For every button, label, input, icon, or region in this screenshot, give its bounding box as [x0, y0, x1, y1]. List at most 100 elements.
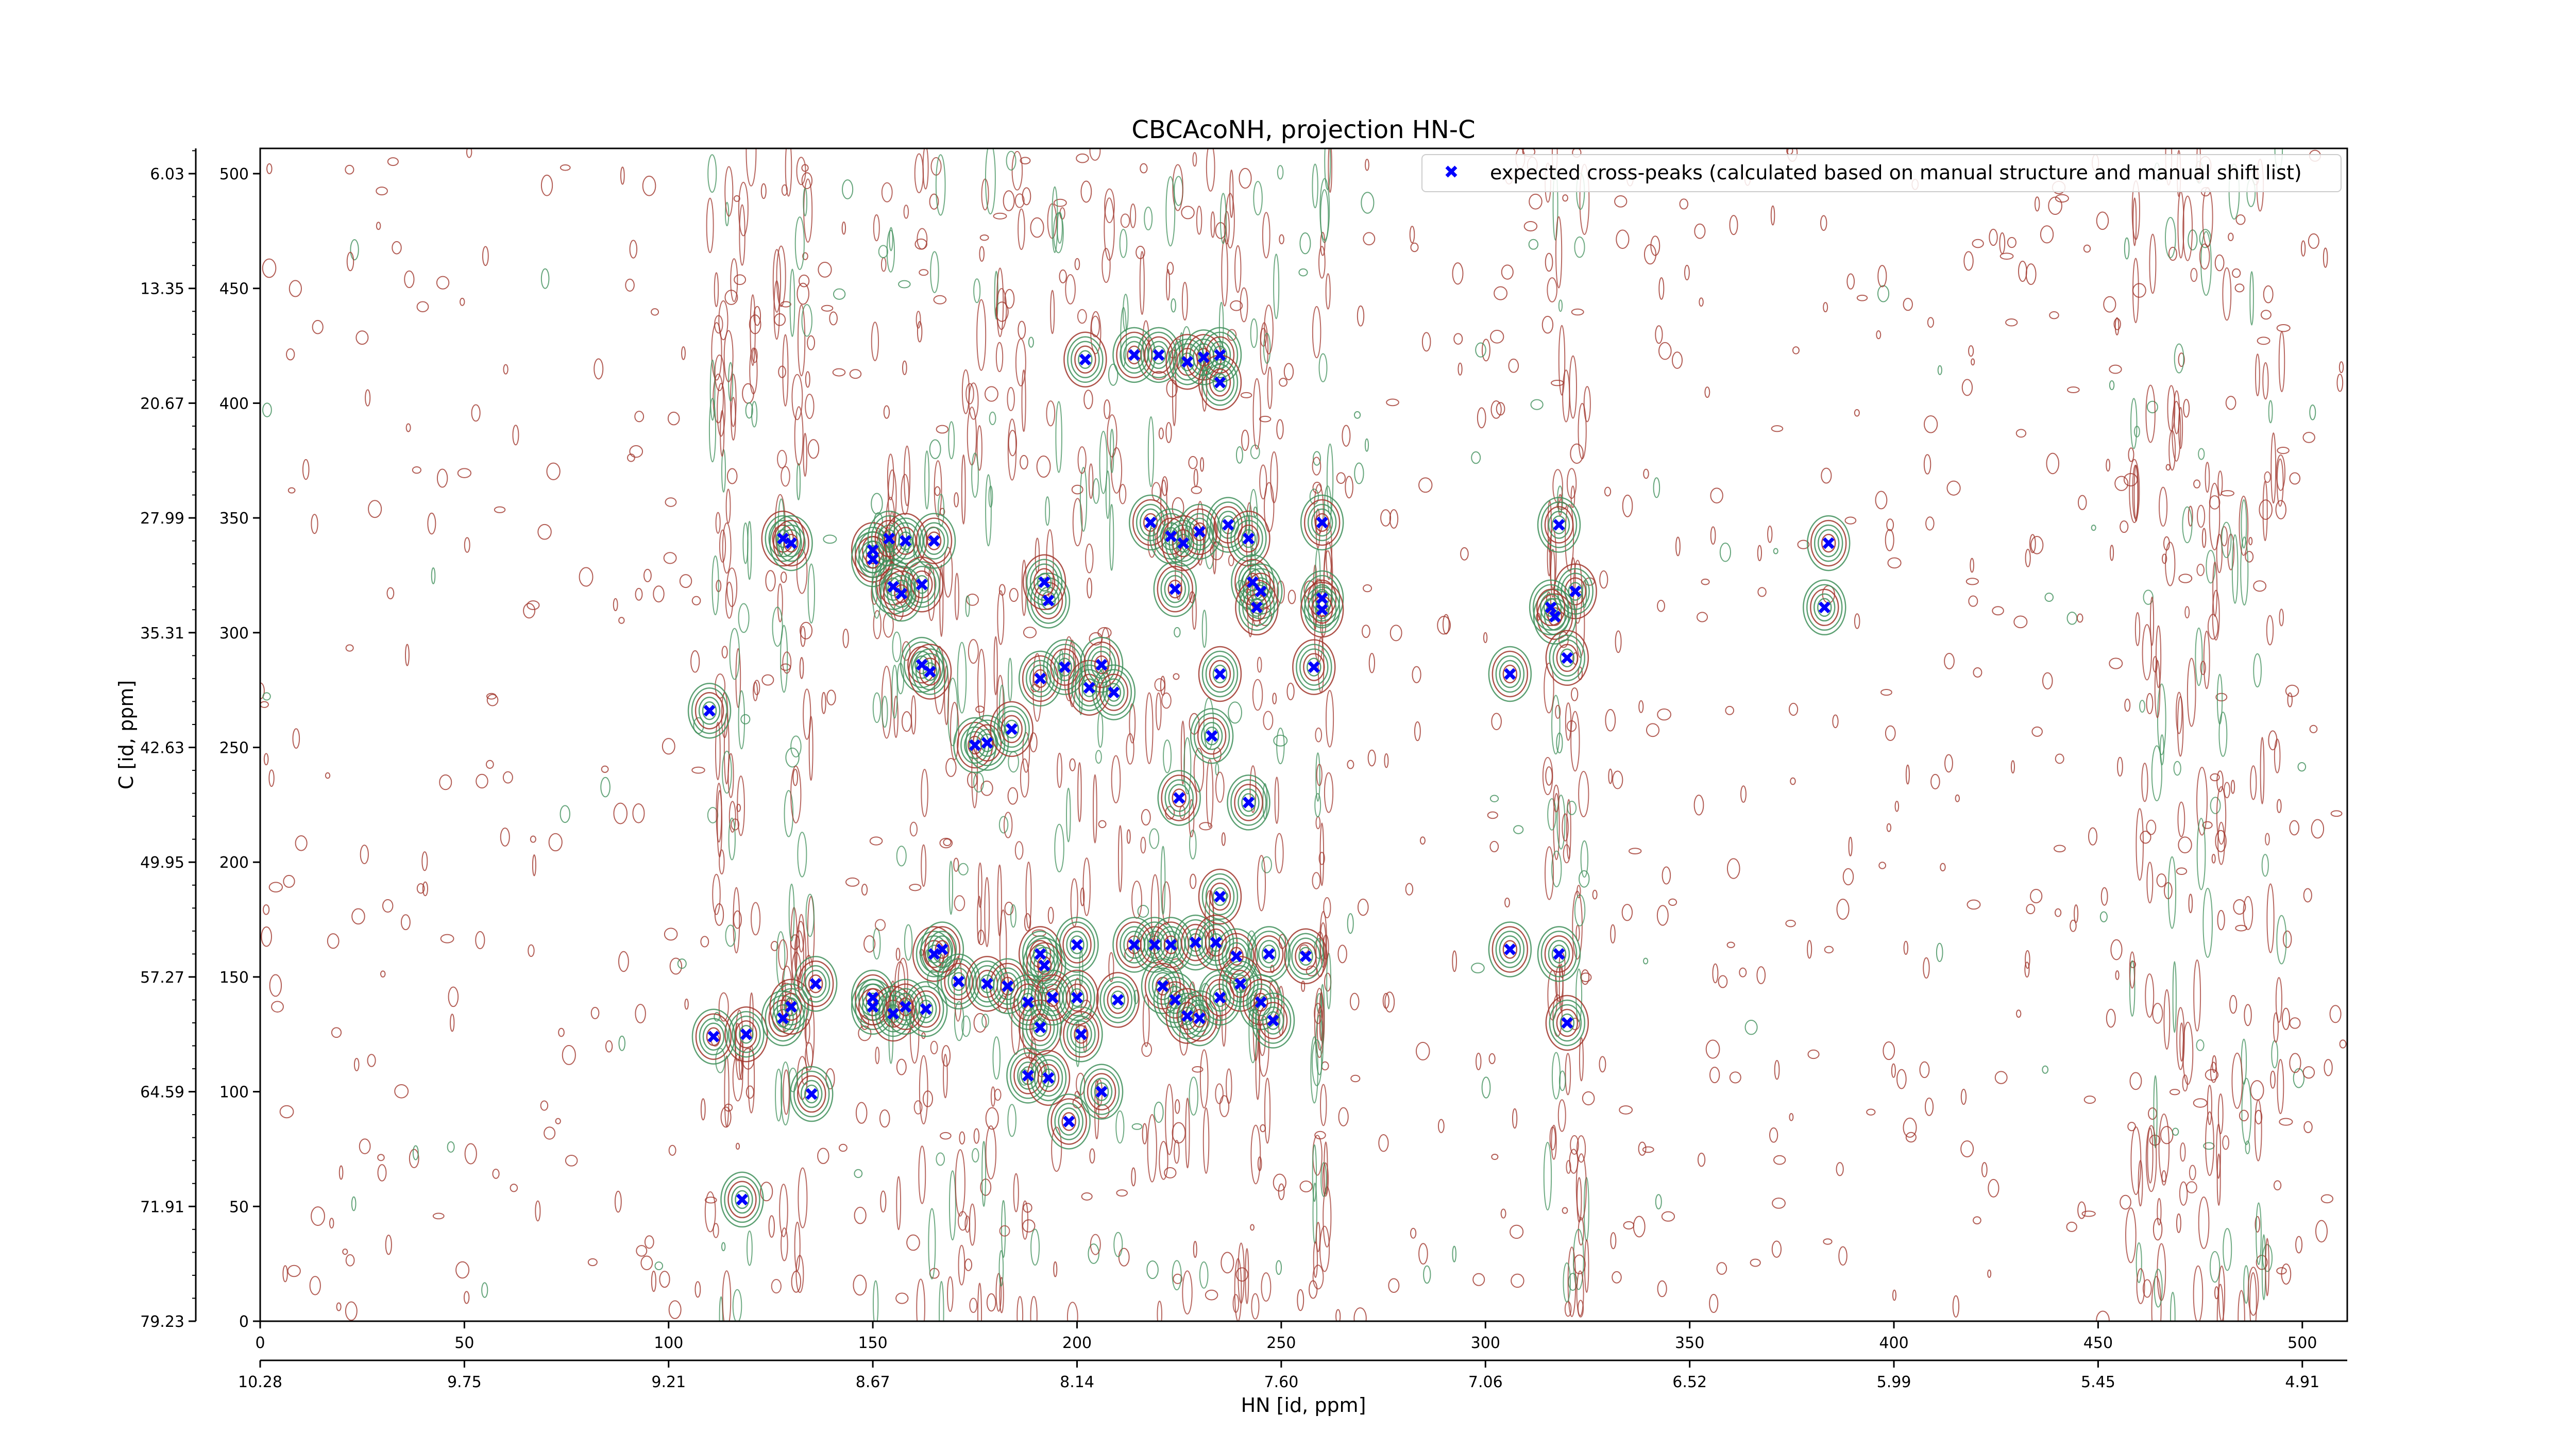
noise-contour — [700, 936, 709, 948]
noise-contour — [1146, 1260, 1159, 1279]
streak-contour — [2222, 267, 2232, 321]
peak-contour — [1070, 1020, 1092, 1049]
noise-contour — [855, 1102, 868, 1124]
noise-contour — [2074, 904, 2079, 923]
peak-contour — [1814, 593, 1836, 622]
peak-contour — [898, 531, 913, 550]
noise-contour — [1545, 252, 1553, 272]
noise-contour — [1876, 330, 1882, 340]
streak-contour — [976, 299, 987, 371]
noise-contour — [2329, 1005, 2342, 1023]
noise-contour — [1472, 1273, 1485, 1286]
noise-contour — [2106, 459, 2111, 472]
streak-contour — [1030, 1296, 1038, 1321]
peak-contour — [1295, 942, 1317, 971]
streak-contour — [1014, 193, 1025, 208]
noise-contour — [1488, 1053, 1496, 1065]
peak-contour — [969, 719, 1006, 766]
noise-contour — [587, 1258, 598, 1267]
streak-contour — [948, 861, 954, 915]
noise-contour — [590, 1006, 600, 1019]
noise-contour — [1642, 1146, 1654, 1153]
peak-contour — [1209, 983, 1231, 1012]
noise-contour — [1807, 1049, 1820, 1059]
noise-contour — [1562, 1207, 1568, 1214]
streak-contour — [725, 581, 734, 619]
noise-contour — [2109, 545, 2114, 561]
noise-contour — [1615, 630, 1622, 653]
noise-contour — [2055, 194, 2069, 203]
noise-contour — [440, 934, 454, 943]
streak-contour — [901, 474, 910, 515]
noise-contour — [653, 585, 665, 603]
streak-contour — [709, 359, 716, 421]
streak-contour — [2142, 624, 2153, 681]
streak-contour — [2196, 766, 2208, 836]
noise-contour — [1299, 1181, 1313, 1192]
streak-contour — [1323, 897, 1331, 919]
legend-marker-icon — [1445, 165, 1458, 178]
streak-contour — [921, 768, 928, 817]
streak-contour — [880, 257, 887, 272]
streak-contour — [1277, 165, 1284, 180]
noise-contour — [1018, 321, 1026, 339]
noise-contour — [1309, 1280, 1318, 1299]
noise-contour — [412, 466, 421, 474]
noise-contour — [973, 1013, 987, 1033]
noise-contour — [1866, 1108, 1876, 1116]
cross-peak-marker — [1042, 594, 1055, 606]
y-ppm-axis: 79.2371.9164.5957.2749.9542.6335.3127.99… — [140, 148, 197, 1331]
noise-contour — [464, 537, 470, 553]
peak-contour — [1063, 331, 1107, 388]
noise-contour — [1785, 919, 1796, 928]
streak-contour — [2179, 1022, 2184, 1062]
y-ppm-tick-label: 71.91 — [140, 1198, 184, 1216]
streak-contour — [1563, 844, 1571, 864]
streak-contour — [1154, 678, 1165, 692]
cross-peak-marker — [1250, 601, 1263, 614]
peak-contour — [1116, 921, 1153, 968]
noise-contour — [869, 836, 883, 846]
streak-contour — [1123, 293, 1129, 332]
noise-contour — [2120, 1194, 2131, 1210]
peak-contour — [1103, 981, 1133, 1019]
streak-contour — [805, 894, 815, 937]
peak-contour — [724, 1006, 768, 1063]
streak-contour — [1077, 762, 1082, 822]
noise-contour — [387, 157, 399, 166]
cross-peak-marker — [1214, 668, 1226, 680]
streak-contour — [961, 454, 966, 525]
peak-contour — [1063, 1010, 1099, 1058]
peak-contour — [1079, 636, 1124, 693]
peak-contour — [1230, 515, 1267, 562]
streak-contour — [1550, 549, 1556, 598]
peak-contour — [765, 995, 801, 1042]
cross-peak-marker — [1181, 356, 1194, 368]
noise-contour — [635, 1004, 646, 1023]
noise-contour — [471, 404, 481, 422]
streak-contour — [2218, 1265, 2226, 1321]
cross-peak-marker — [1214, 349, 1226, 361]
plot-frame — [259, 147, 2348, 1322]
peak-contour — [1037, 1064, 1060, 1092]
peak-contour — [1488, 921, 1532, 978]
noise-contour — [2124, 698, 2131, 712]
x-ppm-tick-label: 7.06 — [1468, 1373, 1503, 1391]
peak-contour — [920, 921, 964, 978]
noise-contour — [1844, 516, 1857, 525]
streak-contour — [1318, 353, 1328, 382]
streak-contour — [1165, 268, 1171, 301]
peak-contour — [1032, 669, 1048, 688]
noise-contour — [1166, 262, 1174, 275]
streak-contour — [794, 1221, 801, 1272]
peak-contour — [1307, 658, 1321, 677]
noise-contour — [1846, 273, 1855, 290]
noise-contour — [2336, 374, 2344, 392]
streak-contour — [1574, 894, 1586, 926]
noise-contour — [714, 1012, 720, 1022]
peak-contour — [1545, 630, 1589, 686]
noise-contour — [1489, 840, 1499, 852]
peak-contour — [1495, 931, 1525, 968]
noise-contour — [1437, 1119, 1445, 1133]
peak-contour — [1255, 997, 1292, 1044]
